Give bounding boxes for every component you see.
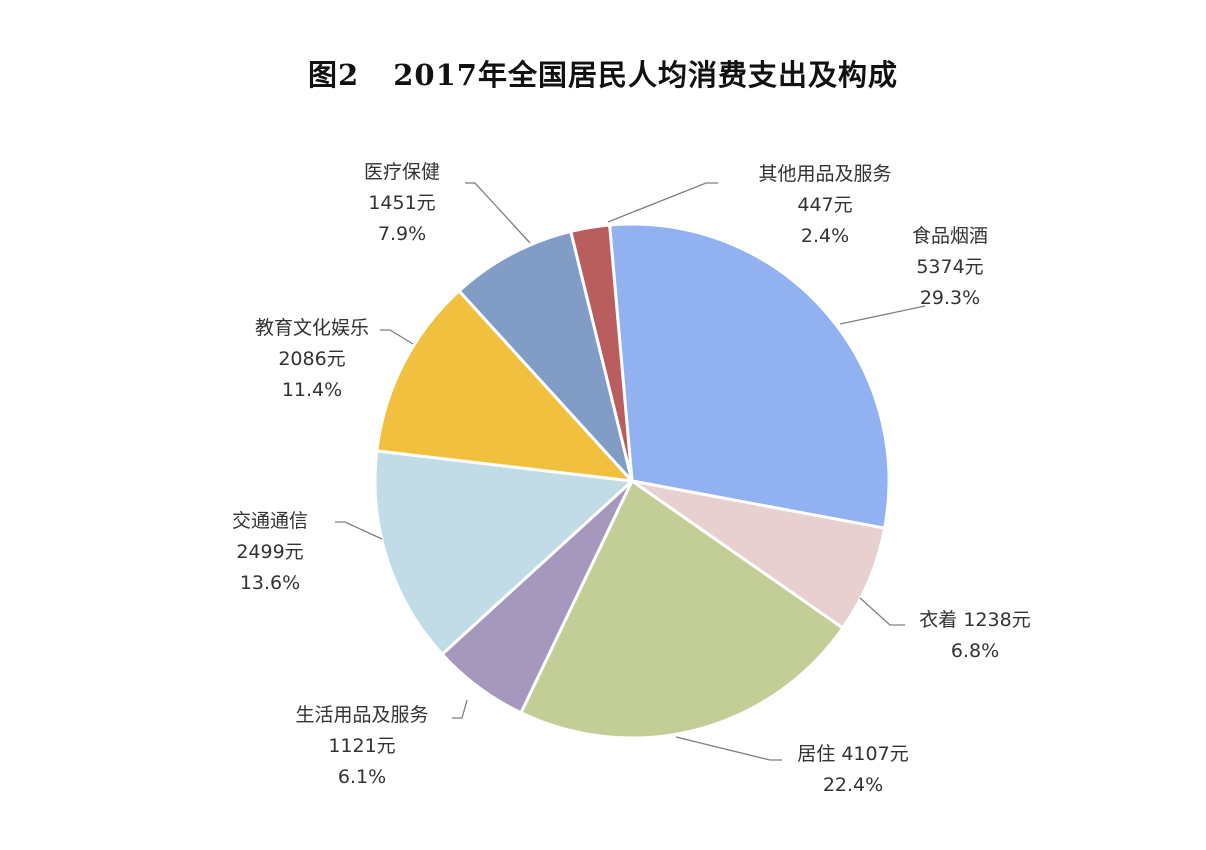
slice-percent: 13.6% bbox=[240, 572, 300, 594]
slice-name: 衣着 bbox=[919, 609, 963, 631]
slice-value: 2499元 bbox=[236, 541, 303, 563]
leader-line-8 bbox=[607, 182, 718, 223]
slice-label-8: 其他用品及服务 447元 2.4% bbox=[758, 163, 891, 247]
slice-percent: 22.4% bbox=[823, 774, 883, 796]
chart-title-text: 2017年全国居民人均消费支出及构成 bbox=[393, 58, 898, 92]
figure-number: 图2 bbox=[308, 58, 360, 92]
pie-slices bbox=[373, 222, 891, 740]
leader-line-5 bbox=[335, 521, 383, 540]
slice-name: 食品烟酒 bbox=[912, 225, 988, 247]
slice-percent: 6.8% bbox=[951, 640, 999, 662]
slice-value: 5374元 bbox=[916, 256, 983, 278]
slice-name: 交通通信 bbox=[232, 510, 308, 532]
leader-line-3 bbox=[675, 736, 782, 761]
slice-percent: 6.1% bbox=[338, 766, 386, 788]
chart-title: 图2 2017年全国居民人均消费支出及构成 bbox=[0, 52, 1206, 94]
slice-label-2: 衣着 1238元 6.8% bbox=[919, 609, 1030, 662]
leader-line-6 bbox=[380, 329, 414, 345]
slice-label-6: 教育文化娱乐 2086元 11.4% bbox=[255, 317, 369, 401]
slice-percent: 2.4% bbox=[801, 225, 849, 247]
slice-label-5: 交通通信 2499元 13.6% bbox=[232, 510, 308, 594]
leader-line-7 bbox=[465, 182, 531, 244]
slice-name: 其他用品及服务 bbox=[758, 163, 891, 185]
slice-value: 2086元 bbox=[278, 348, 345, 370]
slice-name: 教育文化娱乐 bbox=[255, 317, 369, 339]
slice-name: 医疗保健 bbox=[364, 161, 440, 183]
slice-value: 1121元 bbox=[328, 735, 395, 757]
pie-slice-5 bbox=[373, 449, 634, 656]
pie-slice-2 bbox=[630, 479, 887, 630]
pie-slice-8 bbox=[569, 223, 634, 483]
leader-line-4 bbox=[452, 699, 468, 719]
slice-value: 4107元 bbox=[841, 743, 908, 765]
leader-line-1 bbox=[839, 305, 926, 325]
slice-name: 生活用品及服务 bbox=[295, 704, 428, 726]
slice-label-1: 食品烟酒 5374元 29.3% bbox=[912, 225, 988, 309]
slice-name-value: 衣着 1238元 bbox=[919, 609, 1030, 631]
slice-percent: 29.3% bbox=[920, 287, 980, 309]
pie-slice-1 bbox=[608, 222, 891, 530]
slice-name: 居住 bbox=[797, 743, 841, 765]
slice-percent: 11.4% bbox=[282, 379, 342, 401]
slice-label-3: 居住 4107元 22.4% bbox=[797, 743, 908, 796]
slice-value: 447元 bbox=[797, 194, 852, 216]
leader-line-2 bbox=[859, 597, 905, 626]
pie-slice-6 bbox=[375, 289, 634, 483]
slice-value: 1238元 bbox=[963, 609, 1030, 631]
slice-percent: 7.9% bbox=[378, 223, 426, 245]
slice-value: 1451元 bbox=[368, 192, 435, 214]
pie-slice-7 bbox=[457, 229, 634, 483]
slice-label-7: 医疗保健 1451元 7.9% bbox=[364, 161, 440, 245]
slice-label-4: 生活用品及服务 1121元 6.1% bbox=[295, 704, 428, 788]
slice-name-value: 居住 4107元 bbox=[797, 743, 908, 765]
